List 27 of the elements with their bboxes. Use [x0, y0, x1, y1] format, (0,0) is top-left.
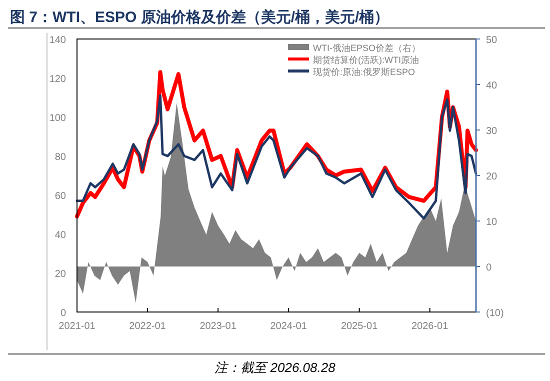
- legend-label: 现货价:原油:俄罗斯ESPO: [313, 67, 416, 77]
- y2-tick-label: 40: [486, 80, 498, 92]
- legend-label: 期货结算价(活跃):WTI原油: [313, 55, 419, 65]
- y2-tick-label: 10: [486, 217, 498, 228]
- y2-tick-label: 50: [486, 35, 498, 46]
- x-tick-label: 2024-01: [270, 321, 308, 332]
- x-tick-label: 2026-01: [411, 321, 449, 332]
- legend-label: WTI-俄油EPSO价差（右）: [313, 43, 420, 53]
- y2-tick-label: (10): [486, 308, 504, 319]
- y-tick-label: 20: [54, 269, 66, 280]
- y-tick-label: 140: [49, 35, 66, 46]
- y2-tick-label: 0: [486, 262, 492, 274]
- y2-tick-label: 20: [486, 172, 498, 182]
- text: 注：截至 2026.08.28: [214, 360, 336, 375]
- y-tick-label: 0: [60, 308, 66, 319]
- x-tick-label: 2022-01: [129, 321, 166, 332]
- y-tick-label: 60: [54, 191, 66, 202]
- y-tick-label: 100: [49, 113, 66, 124]
- x-tick-label: 2025-01: [340, 321, 378, 332]
- x-tick-label: 2021-01: [58, 321, 96, 332]
- x-tick-label: 2023-01: [200, 321, 237, 332]
- line-series: [76, 94, 478, 220]
- y-tick-label: 120: [49, 74, 66, 85]
- y2-tick-label: 30: [486, 126, 498, 137]
- chart-title: 图 7：WTI、ESPO 原油价格及价差（美元/桶，美元/桶）: [10, 8, 390, 26]
- y-tick-label: 80: [54, 152, 66, 163]
- y-tick-label: 40: [54, 230, 66, 241]
